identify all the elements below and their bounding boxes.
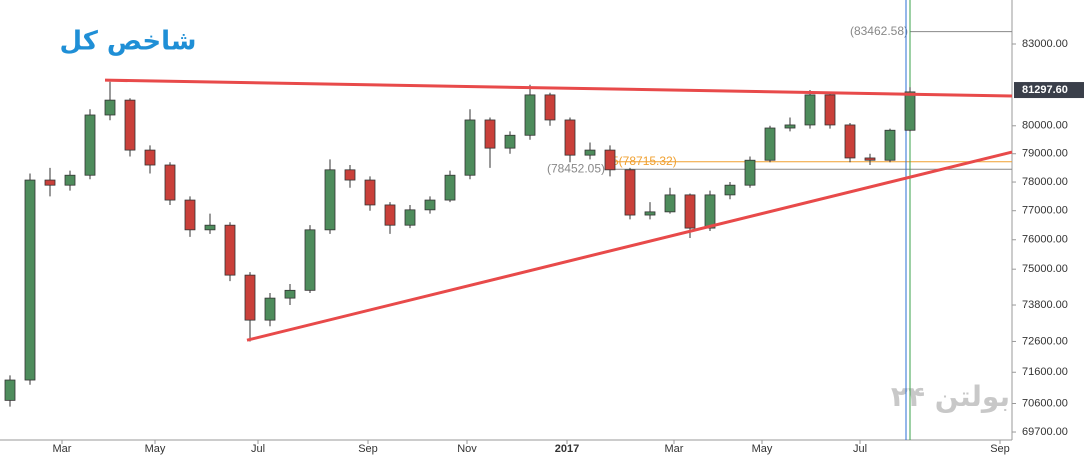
candle-body — [244, 274, 256, 321]
x-tick-label: Jul — [251, 443, 265, 455]
candle-body — [364, 179, 376, 206]
candle-body — [484, 119, 496, 149]
x-tick-label: Nov — [457, 443, 477, 455]
candle-body — [664, 194, 676, 213]
last-price-tag — [1014, 82, 1084, 99]
trendline — [246, 150, 1013, 342]
watermark: بولتن ۲۴ — [891, 380, 1010, 413]
x-tick-label: May — [145, 443, 166, 455]
candle-body — [784, 124, 796, 129]
candle-body — [564, 119, 576, 156]
candle-body — [224, 224, 236, 276]
y-tick-label: 78000.00 — [1022, 176, 1068, 188]
candle-body — [544, 94, 556, 121]
candle-body — [464, 119, 476, 176]
x-tick-label: Sep — [358, 443, 378, 455]
candle-body — [304, 229, 316, 291]
y-tick-label: 77000.00 — [1022, 205, 1068, 217]
candle-body — [284, 289, 296, 299]
y-tick-label: 72600.00 — [1022, 335, 1068, 347]
candle-body — [764, 127, 776, 161]
candle-body — [4, 379, 16, 401]
price-line-label: (83462.58) — [850, 24, 908, 38]
x-tick-label: May — [752, 443, 773, 455]
candle-body — [184, 199, 196, 231]
candle-body — [864, 157, 876, 161]
candle-body — [804, 94, 816, 126]
candle-body — [684, 194, 696, 229]
candle-body — [164, 164, 176, 201]
trendline — [104, 78, 1013, 98]
x-tick-label: 2017 — [555, 443, 579, 455]
candle-body — [44, 179, 56, 186]
y-tick-label: 70600.00 — [1022, 397, 1068, 409]
y-tick-label: 73800.00 — [1022, 299, 1068, 311]
y-tick-label: 79000.00 — [1022, 148, 1068, 160]
candle-body — [724, 184, 736, 196]
candle-body — [264, 297, 276, 321]
candle-body — [204, 224, 216, 231]
candle-body — [444, 174, 456, 201]
candle-body — [624, 169, 636, 216]
candle-body — [404, 209, 416, 226]
price-line-label: 5(78715.32) — [612, 154, 677, 168]
candle-body — [844, 124, 856, 159]
candle-body — [144, 149, 156, 166]
candle-body — [604, 149, 616, 171]
x-tick-label: Mar — [53, 443, 72, 455]
y-tick-label: 75000.00 — [1022, 263, 1068, 275]
candle-body — [824, 94, 836, 126]
y-tick-label: 71600.00 — [1022, 366, 1068, 378]
candle-body — [644, 211, 656, 216]
y-tick-label: 80000.00 — [1022, 120, 1068, 132]
x-tick-label: Mar — [665, 443, 684, 455]
candle-body — [584, 149, 596, 156]
candle-body — [744, 159, 756, 186]
candle-body — [384, 204, 396, 226]
candle-body — [524, 94, 536, 136]
last-price-label: 81297.60 — [1022, 84, 1068, 96]
y-tick-label: 69700.00 — [1022, 426, 1068, 438]
candle-body — [424, 199, 436, 211]
candle-body — [704, 194, 716, 229]
x-tick-label: Sep — [990, 443, 1010, 455]
candle-body — [124, 99, 136, 151]
candle-body — [104, 99, 116, 116]
candle-body — [884, 129, 896, 161]
candle-body — [904, 91, 916, 131]
y-tick-label: 83000.00 — [1022, 38, 1068, 50]
candle-body — [504, 134, 516, 149]
candle-body — [64, 174, 76, 186]
chart-title: شاخص کل — [60, 27, 197, 57]
candle-body — [344, 169, 356, 181]
x-tick-label: Jul — [853, 443, 867, 455]
candle-body — [84, 114, 96, 176]
candle-body — [24, 179, 36, 381]
y-tick-label: 76000.00 — [1022, 234, 1068, 246]
price-line-label: (78452.05) — [547, 161, 605, 175]
candle-body — [324, 169, 336, 231]
